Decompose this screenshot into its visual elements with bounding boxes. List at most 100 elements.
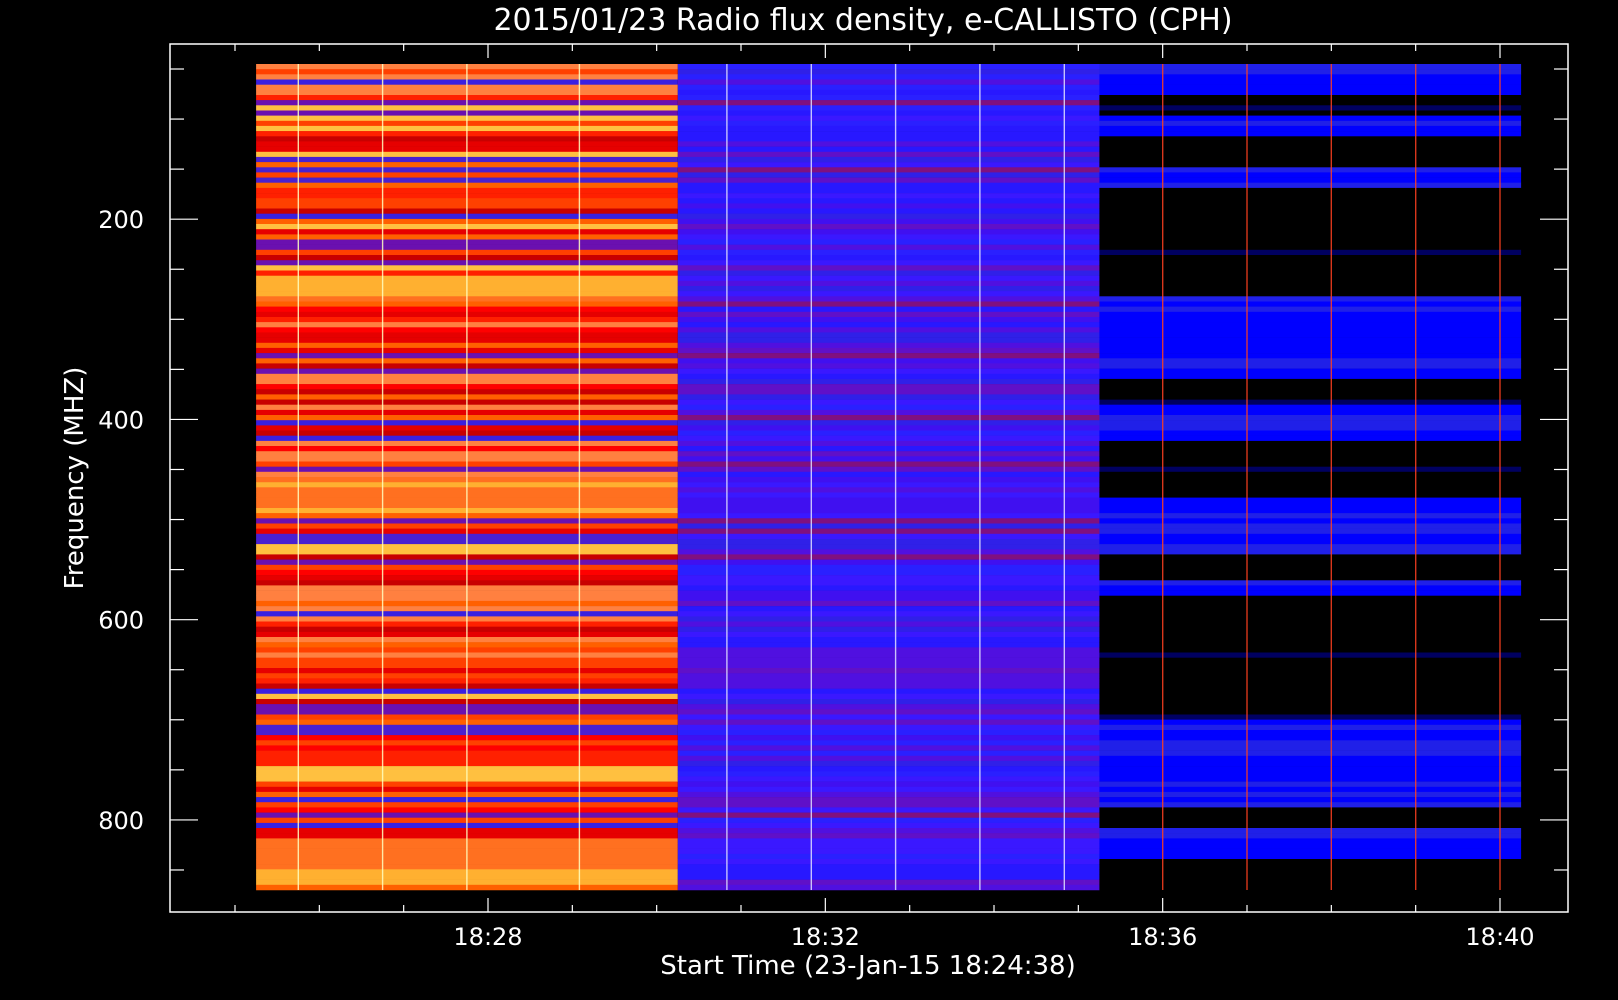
heatmap-row <box>1099 766 1522 772</box>
heatmap-row <box>677 575 1100 581</box>
heatmap-row <box>677 802 1100 808</box>
heatmap-row <box>677 678 1100 684</box>
heatmap-row <box>677 301 1100 307</box>
heatmap-row <box>677 704 1100 710</box>
heatmap-row <box>1099 528 1522 535</box>
heatmap-row <box>1099 193 1522 199</box>
heatmap-row <box>677 229 1100 235</box>
heatmap-row <box>1099 162 1522 168</box>
heatmap-row <box>677 673 1100 679</box>
heatmap-row <box>1099 260 1522 266</box>
heatmap-row <box>677 146 1100 153</box>
heatmap-row <box>1099 105 1522 111</box>
heatmap-row <box>1099 760 1522 767</box>
x-tick-label: 18:40 <box>1465 923 1534 951</box>
heatmap-row <box>677 626 1100 633</box>
heatmap-row <box>677 776 1100 782</box>
heatmap-row <box>677 224 1100 230</box>
heatmap-row <box>1099 719 1522 726</box>
heatmap-row <box>1099 430 1522 436</box>
heatmap-row <box>1099 730 1522 736</box>
heatmap-row <box>677 461 1100 467</box>
heatmap-row <box>1099 311 1522 318</box>
heatmap-row <box>677 389 1100 395</box>
heatmap-row <box>1099 802 1522 808</box>
heatmap-row <box>1099 533 1522 540</box>
heatmap-row <box>1099 399 1522 406</box>
heatmap-row <box>677 647 1100 653</box>
heatmap-row <box>677 771 1100 777</box>
heatmap-row <box>1099 378 1522 385</box>
heatmap-row <box>677 440 1100 447</box>
heatmap-row <box>1099 874 1522 880</box>
heatmap-row <box>677 874 1100 880</box>
heatmap-row <box>677 399 1100 406</box>
heatmap-row <box>677 812 1100 819</box>
heatmap-row <box>1099 564 1522 571</box>
heatmap-row <box>677 786 1100 793</box>
heatmap-row <box>677 699 1100 705</box>
heatmap-row <box>1099 513 1522 519</box>
heatmap-row <box>677 848 1100 855</box>
heatmap-row <box>677 275 1100 282</box>
heatmap-row <box>1099 120 1522 127</box>
heatmap-row <box>677 564 1100 571</box>
heatmap-row <box>677 869 1100 875</box>
heatmap-row <box>677 879 1100 886</box>
heatmap-row <box>677 735 1100 741</box>
heatmap-row <box>677 766 1100 772</box>
heatmap-row <box>1099 554 1522 560</box>
heatmap-row <box>1099 415 1522 421</box>
heatmap-row <box>677 859 1100 865</box>
heatmap-row <box>1099 869 1522 875</box>
heatmap-row <box>677 409 1100 416</box>
heatmap-row <box>1099 606 1522 612</box>
heatmap-row <box>1099 544 1522 550</box>
heatmap-row <box>677 477 1100 483</box>
heatmap-row <box>1099 280 1522 287</box>
heatmap-row <box>677 296 1100 302</box>
heatmap-row <box>1099 79 1522 85</box>
heatmap-row <box>1099 198 1522 204</box>
heatmap-row <box>677 322 1100 328</box>
heatmap-row <box>677 797 1100 803</box>
heatmap-row <box>1099 466 1522 473</box>
heatmap-row <box>677 270 1100 276</box>
heatmap-row <box>1099 74 1522 80</box>
heatmap-row <box>1099 838 1522 844</box>
heatmap-row <box>1099 125 1522 132</box>
heatmap-row <box>677 631 1100 638</box>
heatmap-row <box>677 621 1100 627</box>
heatmap-row <box>1099 84 1522 91</box>
heatmap-row <box>677 539 1100 545</box>
heatmap-row <box>1099 322 1522 328</box>
heatmap-row <box>677 688 1100 695</box>
heatmap-row <box>1099 435 1522 442</box>
heatmap-row <box>677 513 1100 519</box>
heatmap-row <box>1099 786 1522 793</box>
heatmap-row <box>677 487 1100 493</box>
y-axis-label: Frequency (MHZ) <box>60 367 90 590</box>
heatmap-row <box>1099 296 1522 302</box>
heatmap-row <box>677 523 1100 529</box>
heatmap-row <box>677 750 1100 757</box>
heatmap-row <box>677 131 1100 137</box>
heatmap-row <box>1099 611 1522 617</box>
heatmap-row <box>677 482 1100 488</box>
heatmap-row <box>677 559 1100 566</box>
heatmap-row <box>677 404 1100 411</box>
heatmap-row <box>677 260 1100 266</box>
heatmap-row <box>1099 110 1522 116</box>
heatmap-row <box>1099 368 1522 375</box>
heatmap-row <box>677 456 1100 462</box>
heatmap-row <box>1099 100 1522 106</box>
heatmap-row <box>677 822 1100 829</box>
heatmap-row <box>677 843 1100 849</box>
heatmap-row <box>677 606 1100 612</box>
heatmap-row <box>677 544 1100 550</box>
heatmap-row <box>1099 265 1522 271</box>
heatmap-row <box>1099 327 1522 333</box>
heatmap-row <box>1099 859 1522 865</box>
heatmap-row <box>677 502 1100 509</box>
